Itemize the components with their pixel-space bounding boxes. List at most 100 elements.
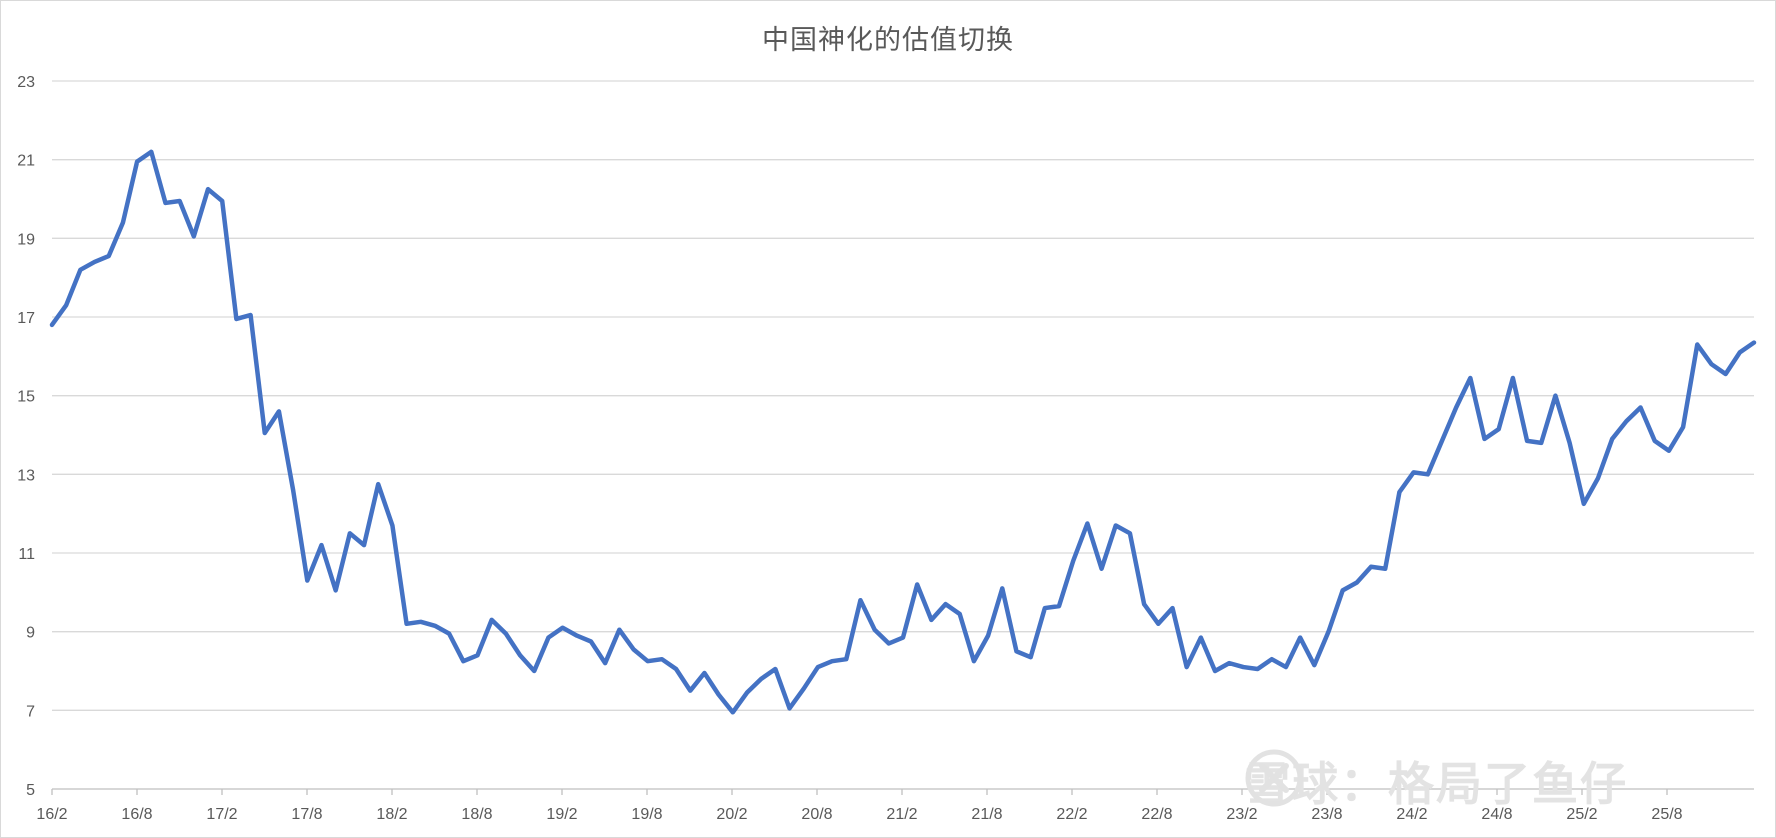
data-point: [1441, 440, 1443, 442]
data-point: [164, 202, 167, 204]
data-point: [1356, 581, 1358, 584]
data-point: [958, 613, 961, 615]
x-tick-label: 24/2: [1396, 806, 1427, 823]
data-point: [1285, 666, 1287, 668]
x-tick-label: 21/8: [971, 806, 1002, 823]
data-point: [732, 711, 734, 714]
data-point: [320, 544, 323, 546]
data-point: [1554, 394, 1557, 397]
data-point: [604, 662, 606, 664]
data-point: [363, 544, 365, 546]
data-point: [1512, 377, 1514, 379]
data-point: [774, 668, 777, 670]
data-point: [1185, 666, 1188, 668]
data-point: [263, 432, 266, 434]
data-point: [689, 689, 692, 692]
data-point: [973, 660, 975, 662]
data-point: [1398, 491, 1401, 493]
data-point: [122, 221, 124, 224]
data-point: [150, 151, 153, 153]
data-point: [533, 670, 536, 672]
data-point: [1256, 668, 1259, 670]
data-point: [1710, 363, 1713, 366]
data-point: [448, 632, 450, 635]
x-tick-label: 20/8: [801, 806, 832, 823]
data-point: [590, 640, 592, 643]
y-tick-label: 17: [17, 310, 35, 327]
data-point: [1384, 567, 1387, 570]
data-point: [717, 693, 720, 696]
data-point: [1114, 524, 1117, 527]
data-point: [547, 636, 550, 639]
data-point: [1129, 532, 1131, 535]
data-point: [1327, 630, 1330, 633]
y-tick-label: 19: [17, 231, 35, 248]
data-point: [178, 200, 181, 202]
data-point: [193, 235, 195, 238]
data-point: [377, 483, 380, 485]
x-tick-label: 19/8: [631, 806, 662, 823]
series-layer: [49, 149, 1757, 715]
data-point: [1214, 670, 1216, 672]
data-point: [1242, 666, 1245, 668]
data-point: [278, 410, 280, 413]
data-point: [434, 624, 436, 627]
y-tick-label: 21: [17, 153, 35, 170]
x-tick-label: 20/2: [716, 806, 747, 823]
data-point: [661, 658, 663, 660]
watermark: 雪球：格局了鱼仔: [1244, 748, 1628, 814]
data-point: [902, 636, 904, 639]
x-tick-label: 22/2: [1056, 806, 1087, 823]
data-point: [1100, 567, 1103, 570]
data-point: [873, 628, 876, 631]
y-tick-label: 13: [17, 467, 35, 484]
data-point: [292, 489, 294, 491]
data-point: [1412, 471, 1415, 474]
data-point: [519, 654, 521, 657]
data-point: [419, 621, 422, 623]
y-tick-label: 7: [26, 703, 35, 720]
data-point: [1696, 343, 1699, 346]
data-point: [561, 626, 564, 629]
data-point: [859, 599, 862, 601]
data-point: [1497, 428, 1500, 430]
data-point: [65, 304, 67, 307]
data-point: [1299, 636, 1301, 639]
data-point: [79, 269, 82, 271]
data-point: [1526, 440, 1528, 442]
data-point: [916, 583, 918, 586]
data-point: [1341, 589, 1344, 592]
data-point: [249, 314, 252, 316]
x-tick-label: 19/2: [546, 806, 577, 823]
x-tick-label: 16/8: [121, 806, 152, 823]
data-point: [391, 524, 394, 527]
data-point: [1001, 587, 1004, 590]
data-point: [1086, 522, 1089, 525]
data-point: [136, 160, 138, 163]
x-tick-label: 18/2: [376, 806, 407, 823]
data-point: [1143, 603, 1145, 605]
data-point: [1625, 420, 1628, 423]
data-point: [944, 603, 947, 605]
data-point: [1157, 623, 1160, 625]
x-tick-label: 18/8: [461, 806, 492, 823]
data-point: [1029, 656, 1032, 659]
data-point: [1171, 607, 1174, 609]
data-point: [505, 632, 507, 635]
data-point: [221, 200, 223, 202]
gridlines: [52, 80, 1754, 711]
data-point: [107, 255, 110, 257]
data-point: [1228, 662, 1231, 664]
y-tick-label: 11: [18, 546, 35, 563]
y-axis-tick-labels: 5 7 9 11 13 15 17 19 21 23: [17, 74, 35, 799]
data-point: [405, 623, 408, 625]
data-point: [1200, 636, 1202, 639]
data-point: [1611, 438, 1613, 440]
x-axis: [51, 788, 1754, 795]
data-point: [1639, 406, 1642, 409]
data-point: [1597, 477, 1599, 480]
data-point: [93, 261, 96, 263]
x-tick-label: 17/2: [206, 806, 237, 823]
x-tick-label: 22/8: [1141, 806, 1172, 823]
